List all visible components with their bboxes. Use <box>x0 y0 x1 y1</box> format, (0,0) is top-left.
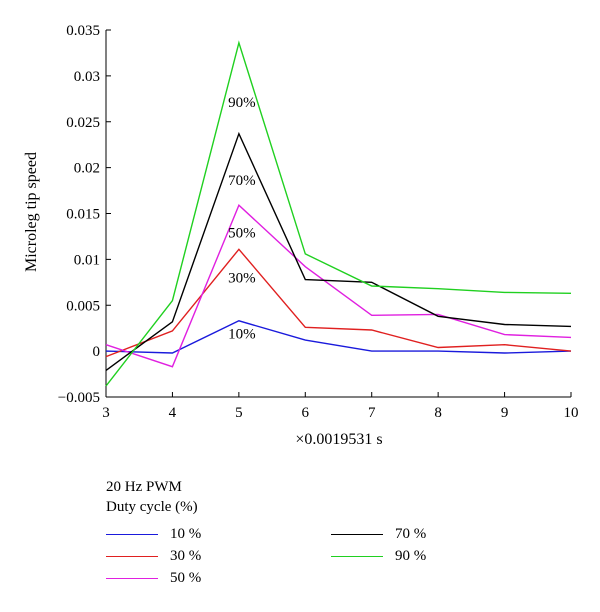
series-annotation: 30% <box>228 270 256 286</box>
tick-labels: 3 4 5 6 7 8 9 10 −0.005 0 0.005 0.01 0.015 0.02 0.025 0… <box>58 23 579 421</box>
x-tick-label: 4 <box>169 405 177 421</box>
legend-item: 10 % <box>106 524 201 544</box>
legend-item: 30 % <box>106 546 201 566</box>
y-tick-label: 0.035 <box>66 23 100 39</box>
x-tick-label: 9 <box>501 405 509 421</box>
legend-item: 50 % <box>106 568 201 588</box>
line-chart: 3 4 5 6 7 8 9 10 −0.005 0 0.005 0.01 0.015 0.02 0.025 0… <box>23 23 579 448</box>
y-tick-label: 0.005 <box>66 298 100 314</box>
legend-swatch <box>106 533 158 535</box>
legend-swatch <box>106 577 158 579</box>
y-tick-label: 0.02 <box>74 161 100 177</box>
y-tick-label: 0.01 <box>74 252 100 268</box>
legend-label: 90 % <box>395 547 427 564</box>
legend-swatch <box>331 555 383 557</box>
legend-title-line2: Duty cycle (%) <box>106 499 198 515</box>
series-lines <box>105 40 572 387</box>
series-line <box>105 131 572 371</box>
y-tick-label: −0.005 <box>58 390 100 406</box>
annotations: 90% 70% 50% 30% 10% <box>228 95 256 342</box>
x-tick-label: 7 <box>368 405 376 421</box>
x-tick-label: 5 <box>235 405 243 421</box>
series-annotation: 50% <box>228 225 256 241</box>
y-tick-label: 0.03 <box>74 69 100 85</box>
series-annotation: 10% <box>228 326 256 342</box>
legend-swatch <box>106 555 158 557</box>
legend-label: 70 % <box>395 525 427 542</box>
series-line <box>105 320 572 354</box>
x-tick-label: 10 <box>564 405 579 421</box>
legend-item: 70 % <box>331 524 426 544</box>
y-tick-label: 0.025 <box>66 115 100 131</box>
x-tick-label: 8 <box>434 405 442 421</box>
x-tick-label: 6 <box>302 405 310 421</box>
legend-item: 90 % <box>331 546 426 566</box>
y-tick-label: 0 <box>93 344 101 360</box>
legend: 20 Hz PWM Duty cycle (%) 10 % 30 % 50 % 70 … <box>106 478 576 608</box>
series-line <box>105 248 572 358</box>
axes <box>105 29 572 398</box>
series-annotation: 70% <box>228 173 256 189</box>
y-tick-label: 0.015 <box>66 207 100 223</box>
legend-label: 10 % <box>170 525 202 542</box>
series-line <box>105 40 572 387</box>
x-tick-label: 3 <box>102 405 110 421</box>
legend-title-line1: 20 Hz PWM <box>106 479 182 495</box>
y-axis-label: Microleg tip speed <box>23 152 40 272</box>
series-annotation: 90% <box>228 95 256 111</box>
x-axis-label: ×0.0019531 s <box>295 431 382 448</box>
legend-label: 30 % <box>170 547 202 564</box>
legend-swatch <box>331 533 383 535</box>
series-line <box>105 204 572 368</box>
legend-label: 50 % <box>170 569 202 586</box>
